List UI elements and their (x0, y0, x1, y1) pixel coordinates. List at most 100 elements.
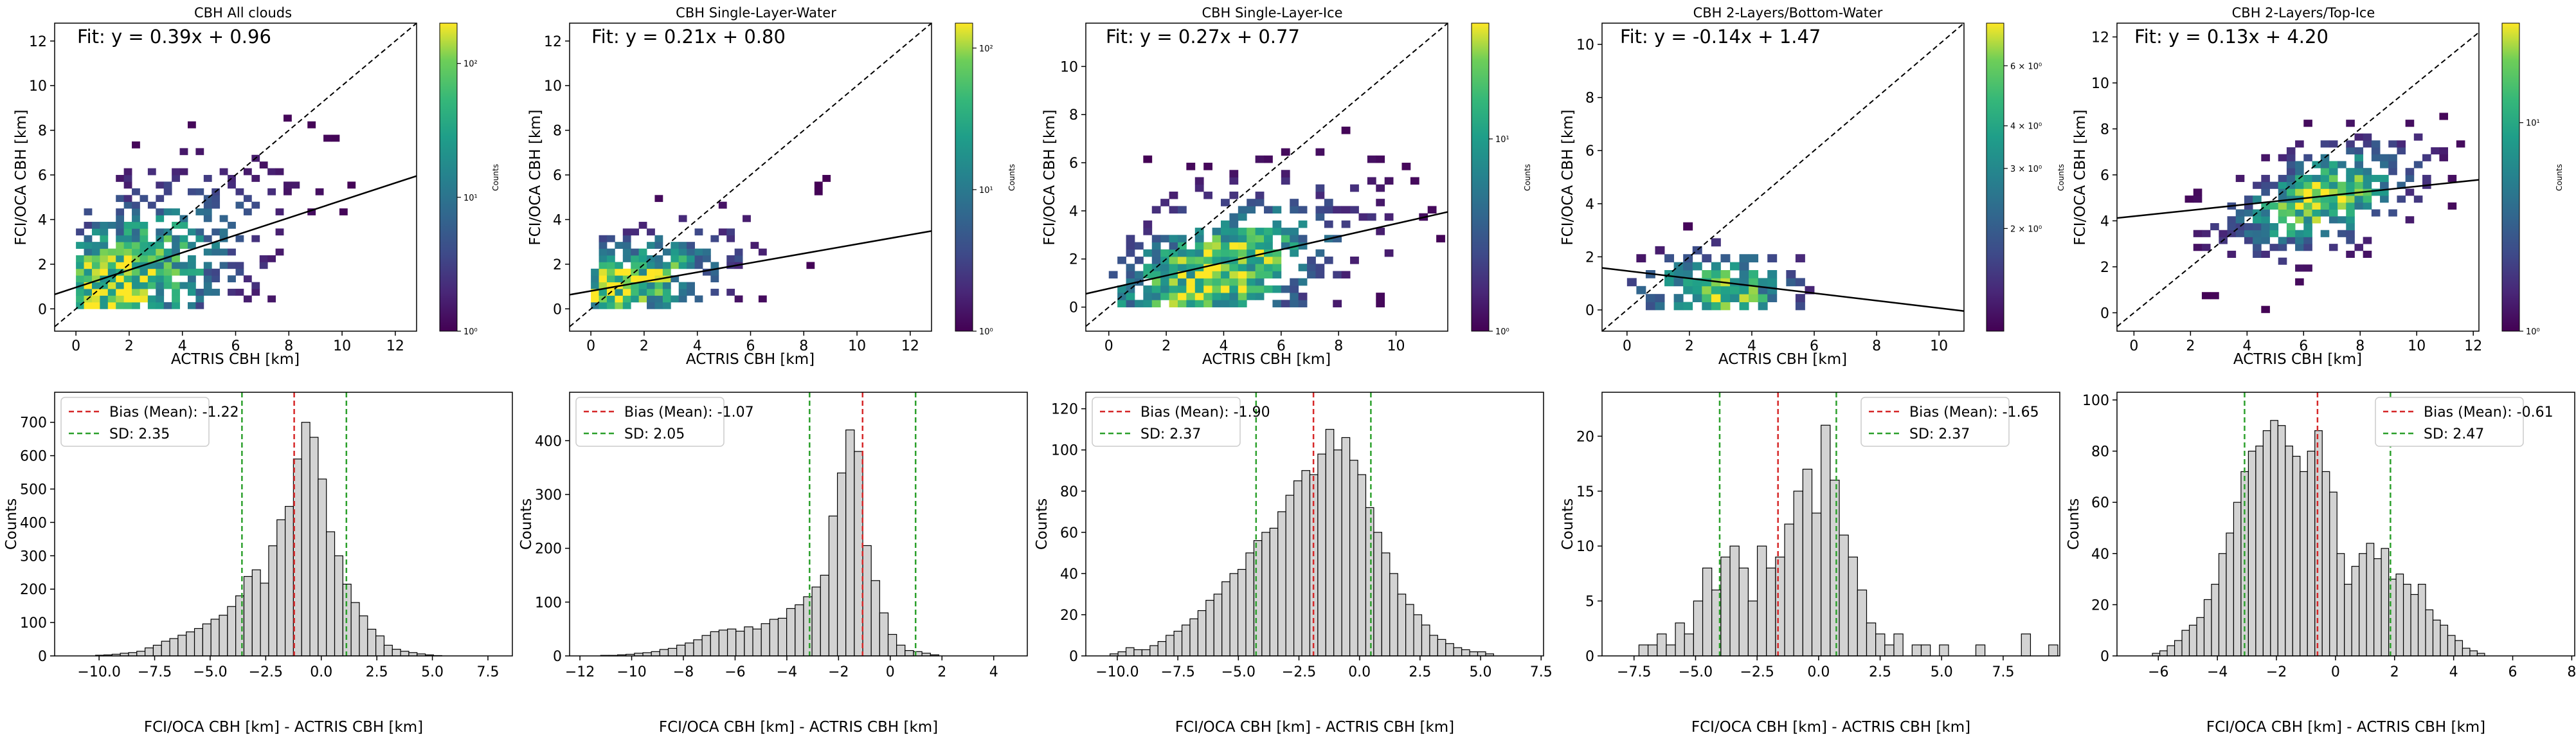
heatmap-cell (116, 215, 125, 222)
histogram-bar (1756, 545, 1767, 657)
heatmap-cell (228, 248, 236, 256)
heatmap-cell (1229, 271, 1239, 279)
histogram-bar (795, 604, 804, 657)
heatmap-cell (2397, 140, 2406, 148)
heatmap-cell (91, 242, 100, 249)
heatmap-cell (1143, 285, 1153, 293)
legend-sd: SD: 2.37 (1909, 426, 1970, 442)
histogram-bar (1181, 624, 1191, 657)
heatmap-cell (1203, 285, 1213, 293)
x-tick-label: −2.5 (1282, 664, 1316, 680)
x-tick-label: 4 (1747, 338, 1756, 354)
heatmap-cell (91, 268, 100, 276)
colorbar-tick-label: 10² (464, 60, 478, 69)
heatmap-cell (1151, 271, 1161, 279)
histogram-bar (1638, 644, 1649, 657)
heatmap-cell (76, 268, 84, 276)
y-tick-label: 0 (38, 649, 47, 665)
heatmap-cell (1729, 286, 1740, 295)
heatmap-cell (1212, 278, 1221, 286)
heatmap-cell (2371, 188, 2381, 196)
heatmap-cell (84, 262, 93, 269)
heatmap-cell (2320, 195, 2330, 203)
heatmap-cell (622, 295, 631, 303)
x-axis-label: FCI/OCA CBH [km] - ACTRIS CBH [km] (144, 719, 423, 736)
heatmap-cell (219, 168, 228, 176)
heatmap-cell (2328, 202, 2338, 210)
heatmap-cell (1212, 235, 1221, 242)
x-tick-label: −7.5 (1617, 664, 1651, 680)
heatmap-cell (1229, 213, 1239, 221)
heatmap-cell (195, 302, 204, 309)
heatmap-cell (615, 302, 624, 309)
histogram-bar (836, 472, 847, 657)
heatmap-cell (606, 282, 615, 289)
heatmap-cells (2184, 113, 2465, 313)
heatmap-cell (2354, 154, 2364, 161)
heatmap-cell (1358, 213, 1368, 221)
heatmap-cell (2278, 257, 2287, 265)
x-tick-label: 12 (386, 338, 404, 354)
heatmap-cell (2278, 195, 2287, 203)
heatmap-cell (647, 242, 655, 249)
histogram-bar (1373, 532, 1382, 657)
heatmap-cell (212, 275, 221, 283)
heatmap-cell (1739, 286, 1749, 295)
y-tick-label: 6 (1069, 156, 1078, 172)
heatmap-cell (2346, 202, 2355, 210)
heatmap-marks: 0 2 4 6 8 10 0 2 4 6 8 10 (1576, 23, 1965, 354)
histogram-bar (659, 649, 669, 657)
heatmap-cell (718, 201, 727, 209)
heatmap-cell (123, 248, 132, 256)
heatmap-cell (1702, 302, 1712, 311)
panel-title: CBH 2-Layers/Top-Ice (2232, 5, 2375, 21)
heatmap-cell (275, 208, 284, 215)
heatmap-cell (107, 268, 116, 276)
plot-frame (1601, 23, 1965, 332)
heatmap-cell (2303, 230, 2312, 237)
heatmap-cell (2303, 181, 2312, 189)
heatmap-cell (2295, 244, 2304, 251)
heatmap-cell (140, 195, 149, 203)
histogram-bar (1848, 556, 1858, 657)
heatmap-cell (2269, 244, 2279, 251)
histogram-bar (642, 652, 652, 657)
heatmap-cell (235, 262, 244, 269)
heatmap-cell (1160, 293, 1169, 300)
heatmap-cell (1151, 293, 1161, 300)
heatmap-cell (687, 242, 695, 249)
histogram-bar (1821, 424, 1831, 657)
legend-sd: SD: 2.47 (2424, 426, 2484, 442)
heatmap-cell (599, 255, 608, 262)
histogram-bar (2381, 548, 2390, 657)
heatmap-cell (187, 228, 196, 236)
heatmap-cell (1255, 242, 1265, 250)
x-tick-label: 4 (693, 338, 702, 354)
heatmap-cell (1177, 206, 1187, 214)
y-tick-label: 600 (20, 449, 47, 465)
y-tick-label: 400 (535, 433, 562, 449)
heatmap-cell (1186, 278, 1196, 286)
heatmap-cell (2261, 202, 2270, 210)
heatmap-cell (1238, 206, 1247, 214)
histogram-bar (1875, 633, 1886, 657)
heatmap-cell (2184, 195, 2194, 203)
heatmap-cell (2380, 195, 2389, 203)
heatmap-cell (107, 302, 116, 309)
heatmap-cell (599, 275, 608, 283)
x-axis-label: ACTRIS CBH [km] (171, 351, 300, 368)
y-axis-label: Counts (3, 498, 20, 550)
y-tick-label: 12 (2091, 30, 2109, 46)
heatmap-cell (806, 262, 815, 269)
heatmap-cell (2303, 154, 2312, 161)
histogram-bar (1866, 622, 1877, 657)
heatmap-cell (2286, 147, 2296, 155)
histogram-bar (1397, 594, 1407, 657)
heatmap-cell (694, 262, 703, 269)
heatmap-cell (132, 275, 140, 283)
heatmap-cell (2328, 174, 2338, 183)
heatmap-cell (2337, 230, 2346, 237)
heatmap-cell (1194, 285, 1204, 293)
heatmap-cell (1384, 213, 1394, 221)
heatmap-cell (1683, 270, 1693, 278)
